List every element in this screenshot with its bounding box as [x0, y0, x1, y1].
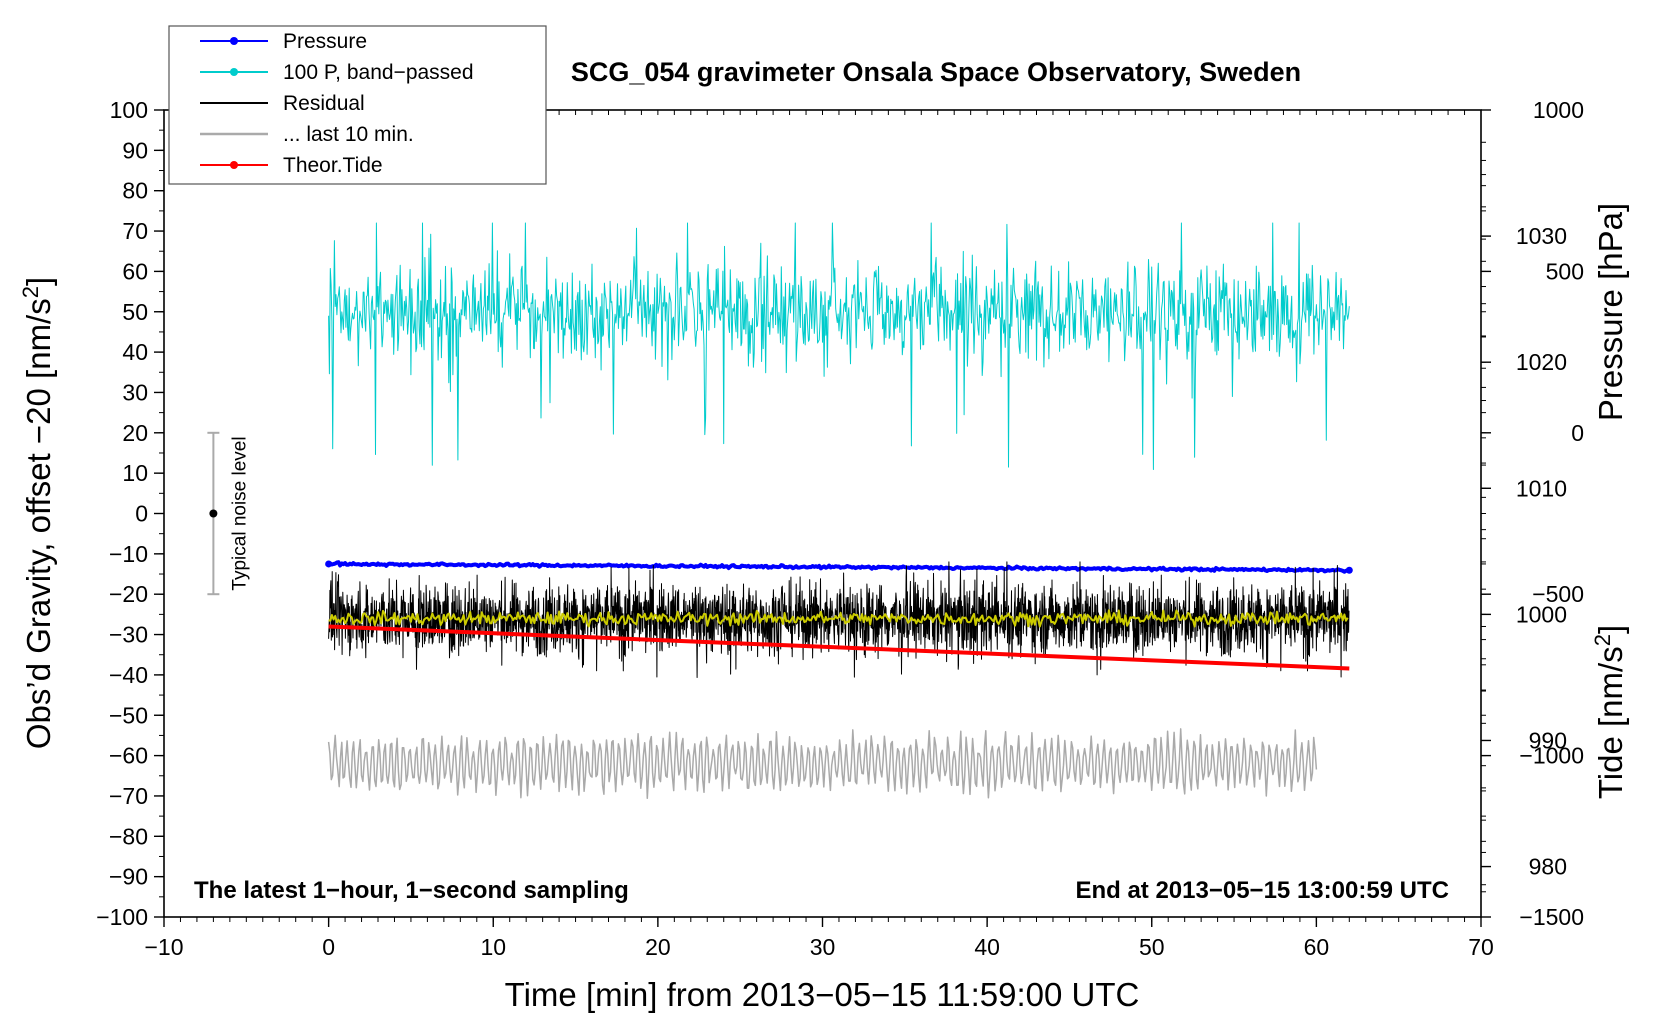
- y-tick-label: −20: [109, 581, 148, 607]
- y-tick-label: −80: [109, 823, 148, 849]
- y-tick-label: 60: [122, 258, 148, 284]
- x-axis-label: Time [min] from 2013−05−15 11:59:00 UTC: [505, 976, 1140, 1013]
- series-group: [325, 222, 1353, 800]
- noise-bar-group: Typical noise level: [207, 431, 250, 596]
- y-axis-label-tide: Tide [nm/s2]: [1590, 625, 1629, 799]
- pressure-tick-label: 1020: [1516, 349, 1567, 375]
- pressure-tick-label: 990: [1529, 727, 1567, 753]
- y-tick-label: 80: [122, 178, 148, 204]
- tide-tick-label: 0: [1571, 420, 1584, 446]
- x-tick-label: 60: [1304, 934, 1330, 960]
- legend-marker: [230, 68, 238, 76]
- noise-bar-center-dot: [209, 509, 218, 518]
- x-tick-label: 0: [322, 934, 335, 960]
- y-tick-label: −90: [109, 864, 148, 890]
- legend: Pressure 100 P, band−passed Residual ... la…: [168, 25, 547, 185]
- y-axis-label-tide-sup: 2: [1590, 634, 1615, 646]
- x-tick-label: 40: [974, 934, 1000, 960]
- legend-box: [168, 25, 547, 185]
- tide-tick-label: −1000: [1519, 743, 1584, 769]
- y-tick-label: −50: [109, 702, 148, 728]
- x-tick-label: −10: [144, 934, 183, 960]
- pressure-tick-label: 1010: [1516, 475, 1567, 501]
- series-pressure-line: [327, 560, 1349, 574]
- y-tick-label: 20: [122, 420, 148, 446]
- y-tick-label: 70: [122, 218, 148, 244]
- tide-tick-label: 500: [1546, 258, 1584, 284]
- tide-tick-label: 1000: [1533, 97, 1584, 123]
- y-tick-label: −10: [109, 541, 148, 567]
- legend-label: ... last 10 min.: [283, 123, 414, 146]
- legend-label: Theor.Tide: [283, 154, 383, 177]
- y-tick-label: −40: [109, 662, 148, 688]
- y-axis-label-left-main: Obs’d Gravity, offset −20 [nm/s: [20, 298, 57, 749]
- annotation-right: End at 2013−05−15 13:00:59 UTC: [1075, 877, 1449, 904]
- series-residual-smoothed-line: [328, 609, 1349, 628]
- tide-tick-label: −500: [1532, 581, 1584, 607]
- legend-label: Pressure: [283, 30, 367, 53]
- legend-label: Residual: [283, 92, 365, 115]
- pressure-tick-label: 980: [1529, 854, 1567, 880]
- y-axis-label-left-sup: 2: [18, 286, 43, 298]
- x-tick-label: 20: [645, 934, 671, 960]
- y-tick-label: 40: [122, 339, 148, 365]
- y-tick-label: −60: [109, 743, 148, 769]
- y-tick-label: 30: [122, 379, 148, 405]
- y-tick-label: 0: [135, 501, 148, 527]
- y-axis-label-left: Obs’d Gravity, offset −20 [nm/s2]: [18, 277, 57, 749]
- series-tide-line: [328, 624, 1350, 671]
- x-tick-label: 30: [810, 934, 836, 960]
- series-last10min-line: [327, 728, 1318, 800]
- y-tick-label: 90: [122, 137, 148, 163]
- legend-marker: [230, 37, 238, 45]
- noise-bar-label: Typical noise level: [229, 436, 250, 590]
- y-axis-label-left-close: ]: [20, 277, 57, 286]
- pressure-tick-label: 1000: [1516, 601, 1567, 627]
- y-tick-label: −100: [96, 904, 148, 930]
- y-tick-label: −70: [109, 783, 148, 809]
- series-bandpassed-line: [328, 222, 1350, 470]
- legend-marker: [230, 161, 238, 169]
- y-tick-label: −30: [109, 622, 148, 648]
- tick-group: −10 0 10 20 30 40 50 60 701009080706050403020100…: [96, 97, 1584, 960]
- y-tick-label: 50: [122, 299, 148, 325]
- y-tick-label: 100: [110, 97, 148, 123]
- x-tick-label: 70: [1468, 934, 1494, 960]
- pressure-tick-label: 1030: [1516, 223, 1567, 249]
- x-tick-label: 10: [480, 934, 506, 960]
- x-tick-label: 50: [1139, 934, 1165, 960]
- y-axis-label-tide-close: ]: [1592, 625, 1629, 634]
- y-axis-label-tide-main: Tide [nm/s: [1592, 646, 1629, 799]
- y-axis-label-pressure: Pressure [hPa]: [1592, 203, 1629, 421]
- tide-tick-label: −1500: [1519, 904, 1584, 930]
- legend-label: 100 P, band−passed: [283, 61, 474, 84]
- plot-frame: [163, 109, 1482, 918]
- chart-title: SCG_054 gravimeter Onsala Space Observat…: [571, 57, 1301, 87]
- series-residual-line: [328, 561, 1350, 678]
- pressure-marker-end: [1345, 566, 1353, 574]
- y-tick-label: 10: [122, 460, 148, 486]
- pressure-marker-start: [325, 560, 333, 568]
- annotation-left: The latest 1−hour, 1−second sampling: [194, 877, 629, 904]
